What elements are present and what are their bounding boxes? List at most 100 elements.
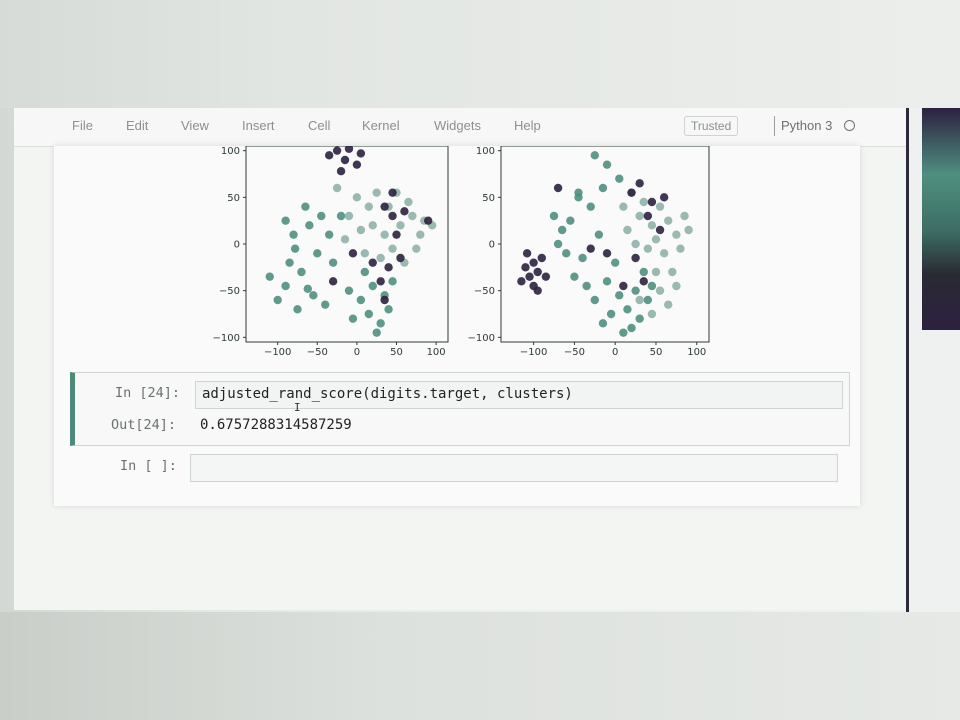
plot1-series3-point bbox=[388, 211, 397, 221]
plot1-series2-point bbox=[380, 230, 389, 239]
plot1-ytick-label: 100 bbox=[221, 146, 240, 157]
code-input-24[interactable]: adjusted_rand_score(digits.target, clust… bbox=[195, 381, 843, 409]
plot2-series2-point bbox=[676, 244, 685, 253]
plot1-series3-point bbox=[336, 167, 346, 176]
plot2-series1-point bbox=[598, 183, 608, 193]
menu-widgets[interactable]: Widgets bbox=[434, 118, 481, 133]
plot1-ytick-label: 50 bbox=[227, 193, 240, 204]
menu-kernel[interactable]: Kernel bbox=[362, 118, 400, 133]
plot2-series1-point bbox=[623, 305, 632, 314]
out-prompt-24: Out[24]: bbox=[111, 417, 177, 433]
plot-frame-2 bbox=[500, 146, 710, 343]
plot2-series3-point bbox=[602, 249, 612, 258]
plot2-series2-point bbox=[635, 295, 644, 305]
plot2-series1-point bbox=[643, 295, 653, 305]
plot2-xtick-label: 0 bbox=[612, 347, 618, 358]
plot2-series1-point bbox=[615, 174, 624, 183]
plot1-series2-point bbox=[376, 253, 385, 263]
plot2-series2-point bbox=[651, 267, 661, 277]
plot2-series3-point bbox=[537, 253, 546, 263]
plot2-series2-point bbox=[672, 230, 681, 239]
plot2-series1-point bbox=[586, 202, 595, 211]
plot2-series1-point bbox=[594, 230, 604, 239]
plot2-series3-point bbox=[521, 263, 530, 272]
plot1-series1-point bbox=[321, 300, 330, 309]
plot2-series3-point bbox=[659, 193, 669, 202]
code-text-24: adjusted_rand_score(digits.target, clust… bbox=[202, 386, 573, 402]
plot2-series1-point bbox=[635, 314, 644, 323]
plot2-series1-point bbox=[570, 272, 579, 281]
plot2-series2-point bbox=[655, 202, 665, 211]
menu-view[interactable]: View bbox=[181, 118, 209, 133]
plot1-series3-point bbox=[400, 207, 409, 216]
plot2-xtick-label: 100 bbox=[687, 347, 706, 358]
plot2-series2-point bbox=[643, 244, 653, 253]
plot2-series1-point bbox=[582, 281, 591, 291]
plot1-xtick-label: −50 bbox=[307, 347, 328, 358]
plot1-series1-point bbox=[301, 202, 310, 211]
plot2-series2-point bbox=[664, 300, 673, 309]
plot1-series2-point bbox=[388, 244, 397, 253]
plot2-series3-point bbox=[643, 211, 653, 221]
plot2-xtick-label: 50 bbox=[650, 347, 663, 358]
kernel-name: Python 3 bbox=[781, 118, 833, 133]
code-input-empty[interactable] bbox=[190, 454, 838, 482]
plot2-series3-point bbox=[635, 179, 644, 188]
menu-help[interactable]: Help bbox=[514, 118, 541, 133]
plot1-series1-point bbox=[290, 244, 300, 253]
background-top bbox=[0, 0, 960, 108]
menu-edit[interactable]: Edit bbox=[126, 118, 149, 133]
plot2-series3-point bbox=[522, 249, 532, 258]
code-cell-24[interactable]: In [24]: adjusted_rand_score(digits.targ… bbox=[70, 372, 850, 446]
menu-cell[interactable]: Cell bbox=[308, 118, 331, 133]
plot1-series3-point bbox=[332, 146, 342, 155]
scatter-plots-svg: 100 50 0 −50 −100 −100 −50 0 50 100 100 50 0 −50 −100 −… bbox=[213, 146, 710, 358]
menu-file[interactable]: File bbox=[72, 118, 93, 133]
plot1-series3-point bbox=[423, 216, 433, 225]
side-thumbnail bbox=[922, 108, 960, 330]
menu-insert[interactable]: Insert bbox=[242, 118, 275, 133]
plot2-series1-point bbox=[615, 291, 624, 300]
plot2-series2-point bbox=[651, 235, 661, 244]
window-edge bbox=[906, 108, 909, 612]
plot1-series2-point bbox=[332, 183, 342, 193]
plot2-series2-point bbox=[680, 211, 689, 221]
plot1-series1-point bbox=[372, 328, 381, 337]
plot1-series1-point bbox=[384, 305, 393, 314]
plot-frame-1 bbox=[245, 146, 449, 343]
plot2-xtick-label: −100 bbox=[520, 347, 547, 358]
plot2-series2-point bbox=[659, 249, 669, 258]
plot1-series3-point bbox=[340, 155, 350, 165]
plot1-series1-point bbox=[273, 295, 282, 305]
plot2-ytick-label: 100 bbox=[476, 146, 495, 157]
plot2-series2-point bbox=[672, 281, 681, 291]
plot2-series3-point bbox=[517, 277, 526, 286]
plot1-ytick-label: −50 bbox=[219, 286, 240, 297]
plot1-series3-point bbox=[380, 295, 389, 305]
plot1-series1-point bbox=[289, 230, 298, 239]
plot1-series3-point bbox=[376, 277, 385, 286]
trusted-badge[interactable]: Trusted bbox=[684, 116, 739, 136]
plot1-series1-point bbox=[281, 216, 290, 225]
plot1-series1-point bbox=[376, 319, 385, 328]
plot2-series1-point bbox=[557, 225, 567, 235]
plot2-series1-point bbox=[590, 295, 600, 305]
code-cell-empty[interactable]: In [ ]: bbox=[70, 452, 844, 486]
background-bottom bbox=[0, 612, 960, 720]
plot2-series3-point bbox=[655, 225, 665, 235]
plot2-series1-point bbox=[578, 253, 587, 263]
plot1-series3-point bbox=[396, 253, 405, 263]
plot1-series1-point bbox=[305, 221, 314, 230]
plot2-series1-point bbox=[639, 267, 648, 277]
plot2-series3-point bbox=[647, 197, 657, 207]
plot1-series2-point bbox=[408, 211, 417, 221]
plot1-series3-point bbox=[324, 151, 334, 160]
plot1-series1-point bbox=[313, 249, 322, 258]
plot2-ytick-label: 0 bbox=[489, 240, 495, 251]
plot1-ytick-label: 0 bbox=[234, 240, 240, 251]
plot2-series1-point bbox=[549, 211, 559, 221]
plot1-series2-point bbox=[368, 221, 377, 230]
plot2-series2-point bbox=[631, 239, 640, 249]
plot1-series1-point bbox=[344, 286, 354, 295]
plot1-series1-point bbox=[324, 230, 334, 239]
